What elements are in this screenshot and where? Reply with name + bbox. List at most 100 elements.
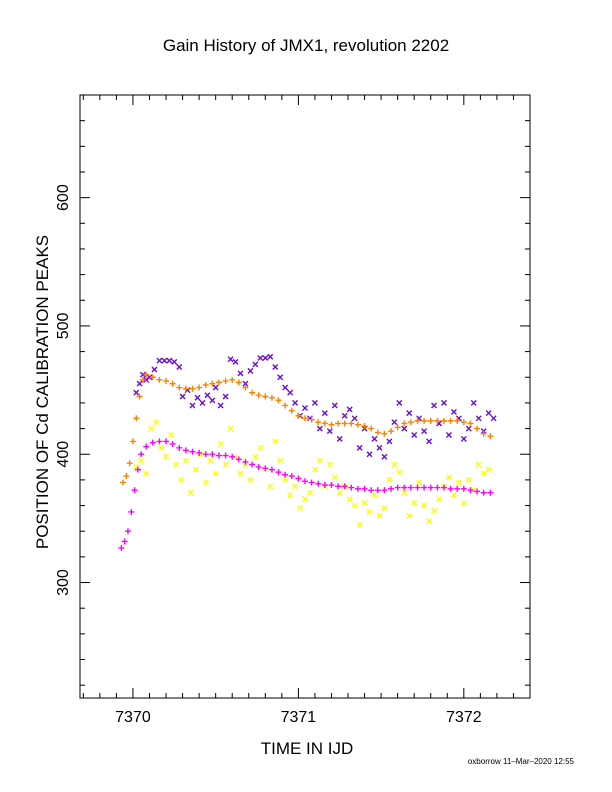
x-tick-label: 7372 xyxy=(446,709,482,726)
data-point xyxy=(249,389,256,396)
data-point xyxy=(447,485,454,492)
data-point xyxy=(209,380,216,387)
data-point xyxy=(222,461,229,468)
data-point xyxy=(267,353,274,360)
tick-labels: 7370 7371 7372 300 400 500 600 xyxy=(55,184,482,726)
data-point xyxy=(202,479,209,486)
data-point xyxy=(348,420,355,427)
data-point xyxy=(326,428,333,435)
data-point xyxy=(346,406,353,413)
data-point xyxy=(396,399,403,406)
y-tick-label: 600 xyxy=(55,184,72,211)
data-point xyxy=(474,488,481,495)
data-point xyxy=(407,484,414,491)
data-point xyxy=(275,397,282,404)
data-point xyxy=(143,371,150,378)
data-point xyxy=(440,399,447,406)
data-point xyxy=(374,487,381,494)
data-point xyxy=(454,417,461,424)
data-point xyxy=(149,374,156,381)
data-point xyxy=(341,483,348,490)
data-point xyxy=(209,451,216,458)
data-point xyxy=(177,476,184,483)
data-point xyxy=(368,425,375,432)
data-point xyxy=(460,435,467,442)
data-point xyxy=(169,380,176,387)
data-point xyxy=(427,484,434,491)
x-axis-title: TIME IN IJD xyxy=(261,739,354,758)
data-point xyxy=(182,447,189,454)
data-point xyxy=(308,416,315,423)
data-point xyxy=(311,466,318,473)
data-point xyxy=(388,485,395,492)
data-point xyxy=(414,417,421,424)
data-point xyxy=(126,460,133,467)
data-point xyxy=(321,410,328,417)
data-point xyxy=(475,461,482,468)
data-point xyxy=(406,512,413,519)
data-point xyxy=(315,419,322,426)
data-point xyxy=(156,438,163,445)
data-point xyxy=(434,484,441,491)
data-point xyxy=(176,444,183,451)
series-layer xyxy=(118,353,497,551)
data-point xyxy=(356,444,363,451)
data-point xyxy=(431,507,438,514)
data-point xyxy=(171,358,178,365)
data-point xyxy=(229,453,236,460)
data-point xyxy=(316,425,323,432)
data-point xyxy=(149,439,156,446)
footer-credit: oxborrow 11–Mar–2020 12:55 xyxy=(467,757,574,766)
data-point xyxy=(282,476,289,483)
data-point xyxy=(474,425,481,432)
data-point xyxy=(416,479,423,486)
data-point xyxy=(306,489,313,496)
data-point xyxy=(182,385,189,392)
data-point xyxy=(143,443,150,450)
data-point xyxy=(277,374,284,381)
data-point xyxy=(129,438,136,445)
data-point xyxy=(192,466,199,473)
data-point xyxy=(196,384,203,391)
data-point xyxy=(242,380,249,387)
data-point xyxy=(262,465,269,472)
data-point xyxy=(376,512,383,519)
x-tick-label: 7371 xyxy=(281,709,317,726)
data-point xyxy=(148,425,155,432)
data-point xyxy=(272,363,279,370)
data-point xyxy=(235,456,242,463)
data-point xyxy=(354,485,361,492)
data-point xyxy=(268,394,275,401)
data-point xyxy=(487,489,494,496)
data-point xyxy=(386,476,393,483)
data-point xyxy=(470,399,477,406)
data-point xyxy=(182,457,189,464)
data-point xyxy=(163,378,170,385)
data-point xyxy=(401,425,408,432)
data-point xyxy=(202,451,209,458)
data-point xyxy=(421,484,428,491)
data-point xyxy=(288,473,295,480)
data-point xyxy=(128,508,135,515)
data-point xyxy=(485,410,492,417)
data-point xyxy=(366,508,373,515)
data-point xyxy=(368,487,375,494)
data-point xyxy=(123,473,130,480)
data-point xyxy=(356,521,363,528)
data-point xyxy=(490,415,497,422)
data-point xyxy=(292,399,299,406)
data-point xyxy=(199,399,206,406)
data-point xyxy=(194,394,201,401)
data-point xyxy=(331,402,338,409)
data-point xyxy=(414,484,421,491)
data-point xyxy=(136,380,143,387)
data-point xyxy=(407,419,414,426)
data-point xyxy=(411,431,418,438)
data-point xyxy=(292,483,299,490)
data-point xyxy=(222,378,229,385)
data-point xyxy=(391,419,398,426)
data-point xyxy=(331,474,338,481)
data-point xyxy=(328,482,335,489)
data-point xyxy=(232,453,239,460)
data-point xyxy=(336,435,343,442)
